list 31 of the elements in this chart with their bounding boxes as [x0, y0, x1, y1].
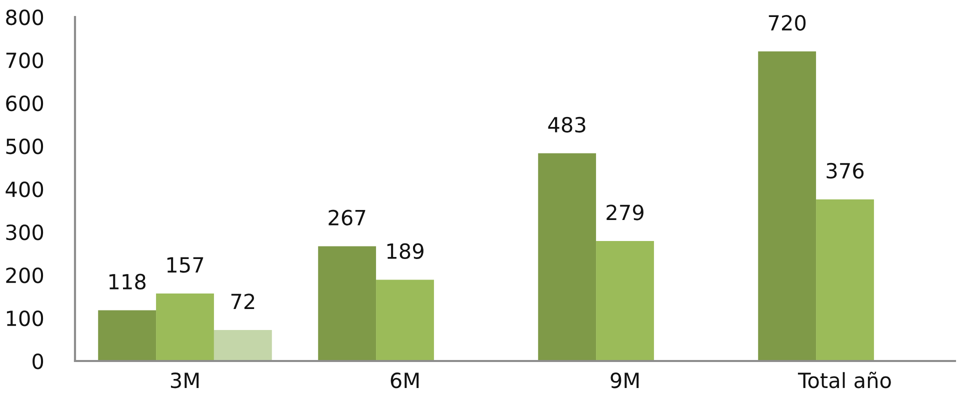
x-tick-label: 9M [610, 372, 639, 388]
bar [758, 51, 816, 361]
data-label: 279 [606, 204, 644, 220]
x-tick-label: Total año [798, 372, 891, 388]
data-label: 483 [548, 116, 586, 133]
y-tick-label: 400 [6, 181, 44, 198]
y-tick-label: 300 [6, 224, 44, 240]
y-tick-label: 600 [6, 95, 44, 112]
data-label: 118 [109, 274, 146, 290]
y-tick-label: 800 [6, 9, 44, 26]
bar [98, 310, 156, 361]
data-label: 376 [826, 162, 864, 179]
y-tick-label: 0 [32, 353, 44, 370]
bar [816, 199, 874, 361]
data-label: 157 [167, 257, 204, 273]
x-tick-label: 3M [170, 372, 199, 388]
bar [596, 241, 654, 361]
y-tick-label: 200 [6, 267, 44, 284]
y-tick-label: 100 [6, 310, 44, 326]
bar [156, 293, 214, 361]
bar [318, 246, 376, 361]
data-label: 72 [231, 294, 254, 310]
data-label: 720 [768, 14, 806, 31]
bar [214, 330, 272, 361]
data-label: 189 [387, 243, 424, 260]
bar [376, 280, 434, 361]
y-tick-label: 700 [6, 52, 44, 68]
x-tick-label: 6M [390, 372, 419, 388]
bar [538, 153, 596, 361]
data-label: 267 [328, 210, 366, 226]
y-tick-label: 500 [6, 138, 44, 154]
